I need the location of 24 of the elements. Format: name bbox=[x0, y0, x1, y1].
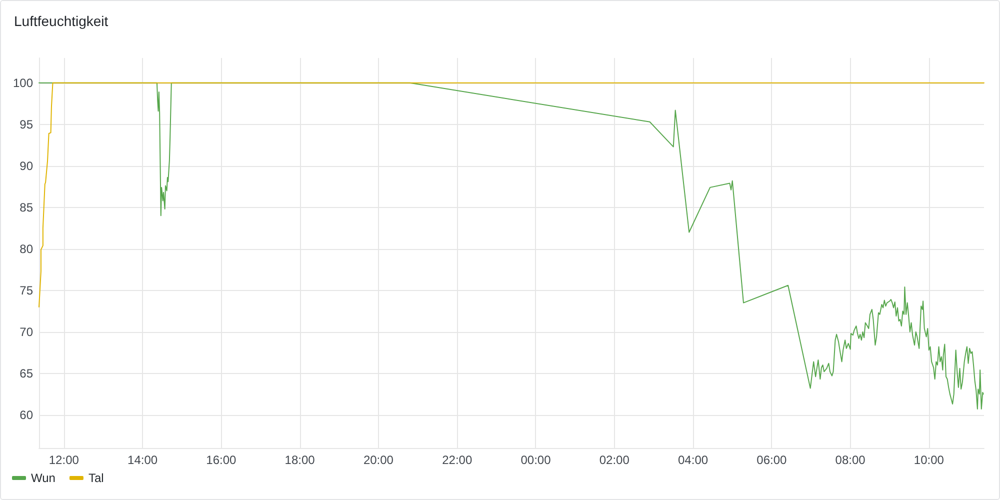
x-tick-label: 08:00 bbox=[835, 453, 866, 467]
x-tick-label: 00:00 bbox=[520, 453, 552, 467]
y-tick-label: 95 bbox=[20, 117, 34, 132]
x-tick-label: 20:00 bbox=[363, 453, 394, 467]
y-tick-label: 100 bbox=[12, 76, 34, 90]
y-tick-label: 65 bbox=[20, 366, 34, 380]
x-tick-label: 14:00 bbox=[128, 453, 158, 467]
y-tick-label: 90 bbox=[20, 158, 34, 173]
y-tick-label: 70 bbox=[20, 324, 34, 339]
x-tick-label: 16:00 bbox=[206, 453, 237, 467]
y-tick-label: 80 bbox=[20, 242, 34, 256]
x-tick-label: 12:00 bbox=[48, 453, 80, 467]
x-tick-label: 02:00 bbox=[599, 453, 630, 467]
y-tick-label: 60 bbox=[20, 408, 34, 422]
x-tick-label: 04:00 bbox=[678, 453, 708, 467]
y-tick-label: 85 bbox=[20, 200, 34, 214]
legend-label: Tal bbox=[88, 471, 104, 485]
x-tick-label: 22:00 bbox=[442, 453, 472, 467]
legend-label: Wun bbox=[31, 471, 56, 485]
x-tick-label: 18:00 bbox=[284, 453, 316, 467]
y-tick-label: 75 bbox=[20, 283, 34, 298]
chart-title: Luftfeuchtigkeit bbox=[14, 13, 108, 29]
x-tick-label: 06:00 bbox=[756, 453, 788, 467]
x-tick-label: 10:00 bbox=[914, 453, 944, 467]
